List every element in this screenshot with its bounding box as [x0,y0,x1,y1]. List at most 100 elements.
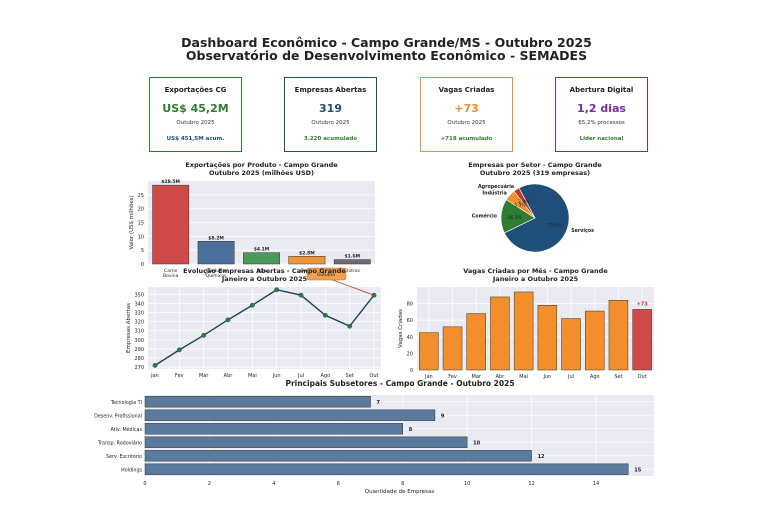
vagas-x-tick: Mai [519,374,528,380]
export-x-tick: Carne Bovina [163,268,179,279]
line-y-tick: 280 [134,356,144,362]
line-series [154,288,375,366]
subsetores-chart-title: Principais Subsetores - Campo Grande - O… [285,379,514,388]
kpi-value: +73 [454,102,479,115]
line-point [298,292,304,298]
kpi-footer: +718 acumulado [440,136,493,142]
vagas-chart-subtitle: Janeiro a Outubro 2025 [492,275,579,283]
export-chart-subtitle: Outubro 2025 (milhões USD) [209,169,314,177]
line-x-tick: Mai [248,373,257,379]
kpi-footer: Líder nacional [579,136,624,142]
vagas-bar [466,313,486,371]
pie-pct-label: 5.3% [514,202,526,208]
subsetores-y-tick: Tecnologia TI [110,400,142,406]
line-y-axis-label: Empresas Abertas [126,303,132,353]
vagas-bar [442,326,463,371]
line-point [347,323,353,329]
vagas-x-tick: Jul [567,374,574,380]
pie-slice [504,183,570,253]
kpi-card-abertura-digital: Abertura Digital 1,2 dias 65,2% processo… [555,77,648,152]
export-y-axis-label: Valor (US$ milhões) [129,195,135,249]
line-point [225,317,231,323]
kpi-subtitle: Outubro 2025 [447,120,486,126]
subsetores-value-label: 8 [409,427,413,433]
kpi-title: Empresas Abertas [294,86,367,94]
line-annotation-arrow [329,278,375,296]
export-y-tick: 10 [138,234,144,240]
pie-slice-label: Indústria [482,189,506,196]
export-bar [152,184,190,265]
line-point [201,332,207,338]
line-y-tick: 340 [134,301,144,307]
export-bar [333,259,371,265]
line-chart-title: Evolução Empresas Abertas - Campo Grande [183,267,346,275]
subsetores-value-label: 10 [473,440,480,446]
pie-pct-label: 2.8% [518,199,530,205]
line-y-tick: 290 [134,347,144,353]
line-annotation-box [306,267,347,281]
vagas-chart-title: Vagas Criadas por Mês - Campo Grande [463,267,608,275]
subsetores-x-tick: 10 [464,481,470,487]
subsetores-value-label: 7 [377,400,381,406]
vagas-x-tick: Fev [448,374,457,380]
vagas-y-tick: 60 [407,318,413,324]
line-x-tick: Mar [199,373,209,379]
pie-slice-label: Agropecuária [478,183,514,190]
subsetores-bar [144,409,436,421]
line-chart-subtitle: Janeiro a Outubro 2025 [221,275,308,283]
vagas-bar [537,305,558,371]
kpi-title: Abertura Digital [569,86,634,94]
vagas-x-tick: Set [614,374,622,380]
vagas-x-tick: Out [638,374,647,380]
line-point [274,287,280,293]
vagas-bar [513,291,534,371]
vagas-x-tick: Mar [472,374,482,380]
line-point [249,302,255,308]
kpi-title: Vagas Criadas [438,86,495,94]
kpi-subtitle: Outubro 2025 [311,120,350,126]
pie-slice [513,187,536,219]
export-y-tick: 20 [138,207,144,213]
export-chart-title: Exportações por Produto - Campo Grande [185,161,338,169]
kpi-value: US$ 45,2M [162,102,229,115]
line-y-tick: 320 [134,320,144,326]
vagas-x-tick: Jun [542,374,551,380]
subsetores-x-tick: 4 [272,481,275,487]
export-bar [288,256,326,265]
line-y-tick: 350 [134,292,144,298]
kpi-card-vagas: Vagas Criadas +73 Outubro 2025 +718 acum… [420,77,513,152]
kpi-footer: 3.220 acumulado [303,136,358,142]
kpi-subtitle: Outubro 2025 [176,120,215,126]
export-x-tick: Produtos Químicos [206,268,228,279]
subsetores-value-label: 15 [634,467,641,473]
subsetores-value-label: 12 [538,454,545,460]
line-y-tick: 270 [134,365,144,371]
vagas-bar [632,309,652,371]
kpi-footer: US$ 451,5M acum. [166,136,225,142]
subsetores-x-tick: 12 [528,481,534,487]
export-bar [197,241,235,265]
kpi-subtitle: 65,2% processos [578,120,625,126]
vagas-y-tick: 0 [410,368,413,374]
subsetores-x-tick: 8 [401,481,404,487]
line-x-tick: Ago [321,373,331,379]
kpi-card-empresas: Empresas Abertas 319 Outubro 2025 3.220 … [284,77,377,152]
export-bar [243,252,280,265]
line-x-tick: Out [369,373,378,379]
vagas-bar [561,318,581,371]
subsetores-y-tick: Holdings [121,467,142,473]
subsetores-y-tick: Transp. Rodoviário [97,439,142,446]
line-point [322,312,328,318]
subsetores-bar [144,396,371,408]
kpi-card-exportacoes: Exportações CG US$ 45,2M Outubro 2025 US… [149,77,242,152]
kpi-value: 319 [319,102,342,115]
line-x-tick: Set [346,373,354,379]
pie-pct-label: 16.3% [507,215,522,221]
pie-pct-label: 75.6% [547,222,562,228]
pie-slice-label: Comércio [472,213,498,220]
export-bar-label: $2.8M [299,250,315,256]
line-x-tick: Jan [150,373,159,379]
pie-chart-subtitle: Outubro 2025 (319 empresas) [480,169,590,177]
subsetores-bar [144,450,532,462]
